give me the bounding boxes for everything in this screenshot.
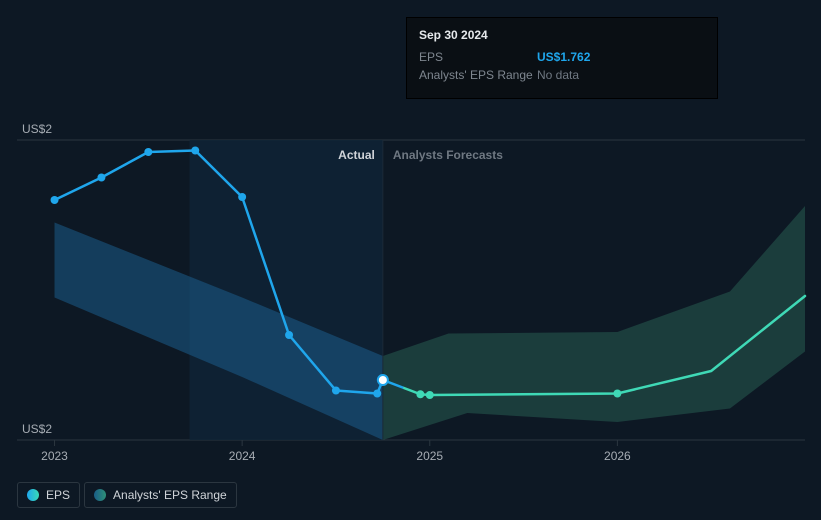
chart-tooltip: Sep 30 2024 EPS US$1.762 Analysts' EPS R… — [406, 17, 718, 99]
chart-legend: EPS Analysts' EPS Range — [17, 482, 237, 508]
x-tick-label: 2026 — [604, 449, 631, 463]
legend-toggle-range[interactable]: Analysts' EPS Range — [84, 482, 237, 508]
legend-label-eps: EPS — [46, 488, 70, 502]
x-tick-label: 2024 — [229, 449, 256, 463]
tooltip-range-label: Analysts' EPS Range — [419, 66, 537, 84]
tooltip-date: Sep 30 2024 — [419, 26, 705, 44]
y-axis-label-top: US$2 — [22, 122, 52, 136]
tooltip-range-value: No data — [537, 66, 579, 84]
y-axis-label-bottom: US$2 — [22, 422, 52, 436]
legend-label-range: Analysts' EPS Range — [113, 488, 227, 502]
legend-toggle-eps[interactable]: EPS — [17, 482, 80, 508]
tooltip-eps-label: EPS — [419, 48, 537, 66]
legend-swatch-eps — [27, 489, 39, 501]
tooltip-eps-value: US$1.762 — [537, 48, 590, 66]
region-label-actual: Actual — [303, 148, 375, 162]
legend-swatch-range — [94, 489, 106, 501]
x-tick-label: 2023 — [41, 449, 68, 463]
x-tick-label: 2025 — [416, 449, 443, 463]
region-label-forecasts: Analysts Forecasts — [393, 148, 503, 162]
eps-chart: US$2 US$2 Actual Analysts Forecasts 2023… — [0, 0, 821, 520]
